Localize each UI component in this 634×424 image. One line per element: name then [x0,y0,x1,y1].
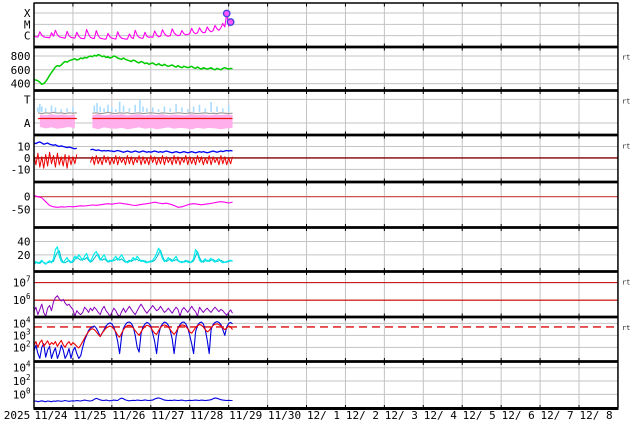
x-axis-date-label: 12/ 8 [579,409,612,422]
y-tick-label: A [24,117,31,130]
bz-series [33,151,233,169]
y-tick-label: 10 [17,140,30,153]
x-axis-date-label: 12/ 4 [424,409,457,422]
y-tick-label: 400 [11,78,31,91]
low-energy-series [33,397,233,403]
activity-secondary-series [33,249,233,265]
x-axis-date-label: 11/25 [73,409,106,422]
x-axis-date-label: 11/26 [112,409,145,422]
electron-goes-secondary-series [33,321,233,359]
x-axis-date-label: 12/ 3 [385,409,418,422]
realtime-flag-label: rt [622,97,630,105]
y-tick-label: 0 [24,152,31,165]
y-tick-label: M [24,18,31,31]
realtime-flag-label: rt [622,279,630,287]
electron-goes-primary-series [33,323,233,349]
realtime-flag-label: rt [622,54,630,62]
y-tick-label: 600 [11,64,31,77]
x-axis-date-label: 11/29 [229,409,262,422]
x-axis-date-label: 11/24 [34,409,67,422]
dst-series [33,194,233,208]
density-band [92,114,233,130]
speed-series [33,53,233,86]
x-axis-date-label: 12/ 6 [502,409,535,422]
bt-series [33,141,233,154]
x-axis-year-label: 2025 [4,409,31,422]
y-tick-label: 40 [17,236,30,249]
xray-flux-series [33,13,233,40]
y-tick-label: 800 [11,50,31,63]
x-axis-date-label: 12/ 2 [346,409,379,422]
x-axis-date-label: 12/ 7 [541,409,574,422]
realtime-flag-label: rt [622,142,630,150]
y-tick-label: 20 [17,249,30,262]
x-axis-date-label: 12/ 1 [307,409,340,422]
x-axis-date-label: 11/27 [151,409,184,422]
x-axis-date-label: 12/ 5 [463,409,496,422]
activity-primary-series [33,246,233,265]
y-tick-label: T [24,93,31,106]
x-axis-date-label: 11/28 [190,409,223,422]
y-tick-label: -10 [11,163,31,176]
y-tick-label: 0 [24,191,31,204]
proton-series [33,295,233,317]
temperature-average-series [37,111,233,115]
y-tick-label: X [24,7,31,20]
flare-event-marker[interactable] [226,18,235,26]
y-tick-label: -50 [11,203,31,216]
flare-event-marker[interactable] [222,9,231,18]
density-band [39,114,75,129]
y-tick-label: C [24,30,31,43]
x-axis-date-label: 11/30 [268,409,301,422]
realtime-flag-label: rt [622,324,630,332]
